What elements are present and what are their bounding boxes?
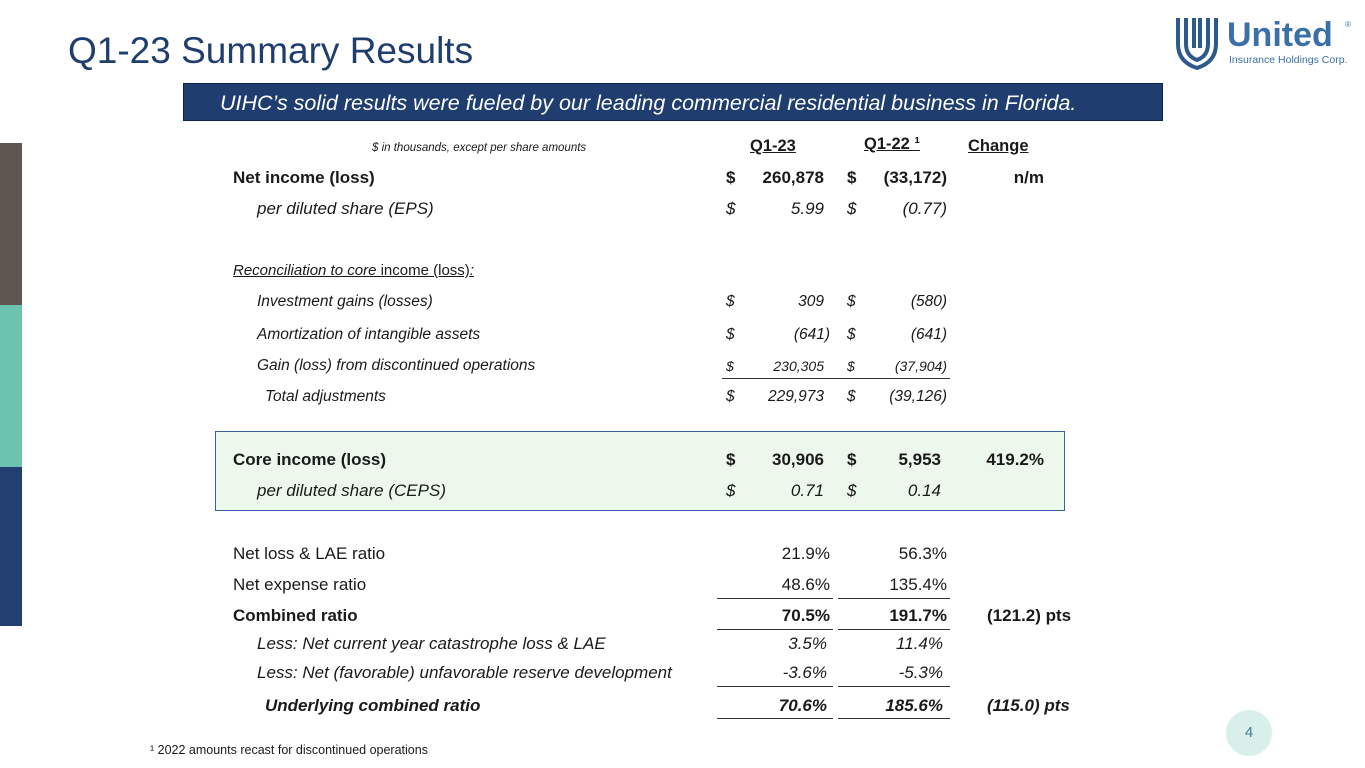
currency-symbol: $ xyxy=(726,388,735,405)
investment-gains-q1-22: (580) xyxy=(910,293,947,310)
discontinued-ops-label: Gain (loss) from discontinued operations xyxy=(257,357,536,374)
currency-symbol: $ xyxy=(726,168,736,187)
currency-symbol: $ xyxy=(726,199,736,218)
combined-ratio-label: Combined ratio xyxy=(233,606,358,625)
accent-bar-bottom xyxy=(0,467,22,626)
expense-ratio-q1-22: 135.4% xyxy=(889,575,947,594)
investment-gains-label: Investment gains (losses) xyxy=(257,293,433,310)
reserve-development-label: Less: Net (favorable) unfavorable reserv… xyxy=(257,663,672,682)
currency-symbol: $ xyxy=(847,358,855,374)
net-income-change: n/m xyxy=(1013,168,1044,187)
discontinued-ops-q1-22: (37,904) xyxy=(894,358,947,374)
catastrophe-loss-q1-22: 11.4% xyxy=(896,634,943,653)
footnote: ¹ 2022 amounts recast for discontinued o… xyxy=(150,743,428,757)
accent-bar-top xyxy=(0,143,22,305)
expense-ratio-label: Net expense ratio xyxy=(233,575,367,594)
amortization-q1-22: (641) xyxy=(910,326,947,343)
total-adjustments-q1-23: 229,973 xyxy=(767,388,824,405)
amortization-label: Amortization of intangible assets xyxy=(257,326,481,343)
reconciliation-heading-part-a: Reconciliation to core xyxy=(233,262,377,279)
page-number: 4 xyxy=(1226,710,1272,756)
loss-lae-ratio-q1-22: 56.3% xyxy=(898,544,947,563)
currency-symbol: $ xyxy=(847,293,856,310)
page-title: Q1-23 Summary Results xyxy=(68,30,474,71)
reconciliation-heading-part-b: income (loss) xyxy=(376,262,470,279)
company-logo: United ® Insurance Holdings Corp. xyxy=(1174,14,1354,72)
expense-ratio-q1-23: 48.6% xyxy=(781,575,830,594)
shield-logo-icon xyxy=(1176,18,1218,70)
reserve-development-q1-22: -5.3% xyxy=(898,663,943,682)
discontinued-ops-q1-23: 230,305 xyxy=(773,358,824,374)
ratio-rule-q1-23 xyxy=(717,686,833,687)
units-note: $ in thousands, except per share amounts xyxy=(372,142,587,154)
underlying-combined-ratio-label: Underlying combined ratio xyxy=(265,696,481,715)
currency-symbol: $ xyxy=(847,388,856,405)
currency-symbol: $ xyxy=(726,481,736,500)
net-income-q1-23: 260,878 xyxy=(762,168,824,187)
logo-subtitle: Insurance Holdings Corp. xyxy=(1229,54,1348,66)
eps-label: per diluted share (EPS) xyxy=(257,199,434,218)
ceps-q1-23: 0.71 xyxy=(790,481,824,500)
combined-ratio-change: (121.2) pts xyxy=(987,606,1072,625)
currency-symbol: $ xyxy=(847,326,856,343)
core-income-change: 419.2% xyxy=(986,450,1044,469)
currency-symbol: $ xyxy=(847,481,857,500)
currency-symbol: $ xyxy=(726,450,736,469)
core-income-label: Core income (loss) xyxy=(233,450,387,469)
logo-wordmark: United xyxy=(1227,16,1333,54)
reconciliation-heading: Reconciliation to core income (loss): xyxy=(233,262,474,279)
underlying-combined-ratio-q1-22: 185.6% xyxy=(885,696,943,715)
currency-symbol: $ xyxy=(847,168,857,187)
amortization-q1-23: (641) xyxy=(793,326,830,343)
reconciliation-heading-part-c: : xyxy=(469,262,474,279)
currency-symbol: $ xyxy=(726,293,735,310)
underlying-combined-ratio-change: (115.0) pts xyxy=(987,696,1070,715)
ratio-rule-q1-23 xyxy=(717,598,833,599)
total-adjustments-label: Total adjustments xyxy=(265,388,386,405)
currency-symbol: $ xyxy=(726,358,734,374)
ratio-rule-q1-22 xyxy=(838,686,950,687)
logo-registered-mark: ® xyxy=(1345,20,1351,29)
ceps-q1-22: 0.14 xyxy=(907,481,941,500)
catastrophe-loss-label: Less: Net current year catastrophe loss … xyxy=(257,634,606,653)
currency-symbol: $ xyxy=(847,199,857,218)
currency-symbol: $ xyxy=(726,326,735,343)
underlying-combined-ratio-q1-23: 70.6% xyxy=(778,696,827,715)
core-income-q1-23: 30,906 xyxy=(772,450,824,469)
ratio-rule-q1-22 xyxy=(838,718,950,719)
column-header-q1-22: Q1-22 ¹ xyxy=(864,135,920,153)
core-income-highlight-box xyxy=(215,431,1065,511)
ratio-rule-q1-23 xyxy=(717,718,833,719)
loss-lae-ratio-label: Net loss & LAE ratio xyxy=(233,544,386,563)
column-header-change: Change xyxy=(968,137,1029,155)
ceps-label: per diluted share (CEPS) xyxy=(257,481,446,500)
total-adjustments-q1-22: (39,126) xyxy=(889,388,947,405)
eps-q1-22: (0.77) xyxy=(902,199,947,218)
accent-bar-middle xyxy=(0,305,22,467)
ratio-rule-q1-22 xyxy=(838,629,950,630)
combined-ratio-q1-22: 191.7% xyxy=(889,606,947,625)
headline-banner: UIHC’s solid results were fueled by our … xyxy=(183,83,1163,121)
catastrophe-loss-q1-23: 3.5% xyxy=(788,634,827,653)
subtotal-rule xyxy=(722,378,950,379)
combined-ratio-q1-23: 70.5% xyxy=(781,606,830,625)
ratio-rule-q1-22 xyxy=(838,598,950,599)
reserve-development-q1-23: -3.6% xyxy=(782,663,827,682)
currency-symbol: $ xyxy=(847,450,857,469)
column-header-q1-23: Q1-23 xyxy=(750,137,796,155)
ratio-rule-q1-23 xyxy=(717,629,833,630)
core-income-q1-22: 5,953 xyxy=(898,450,941,469)
net-income-q1-22: (33,172) xyxy=(883,168,947,187)
investment-gains-q1-23: 309 xyxy=(798,293,824,310)
net-income-label: Net income (loss) xyxy=(233,168,375,187)
loss-lae-ratio-q1-23: 21.9% xyxy=(781,544,830,563)
eps-q1-23: 5.99 xyxy=(790,199,824,218)
